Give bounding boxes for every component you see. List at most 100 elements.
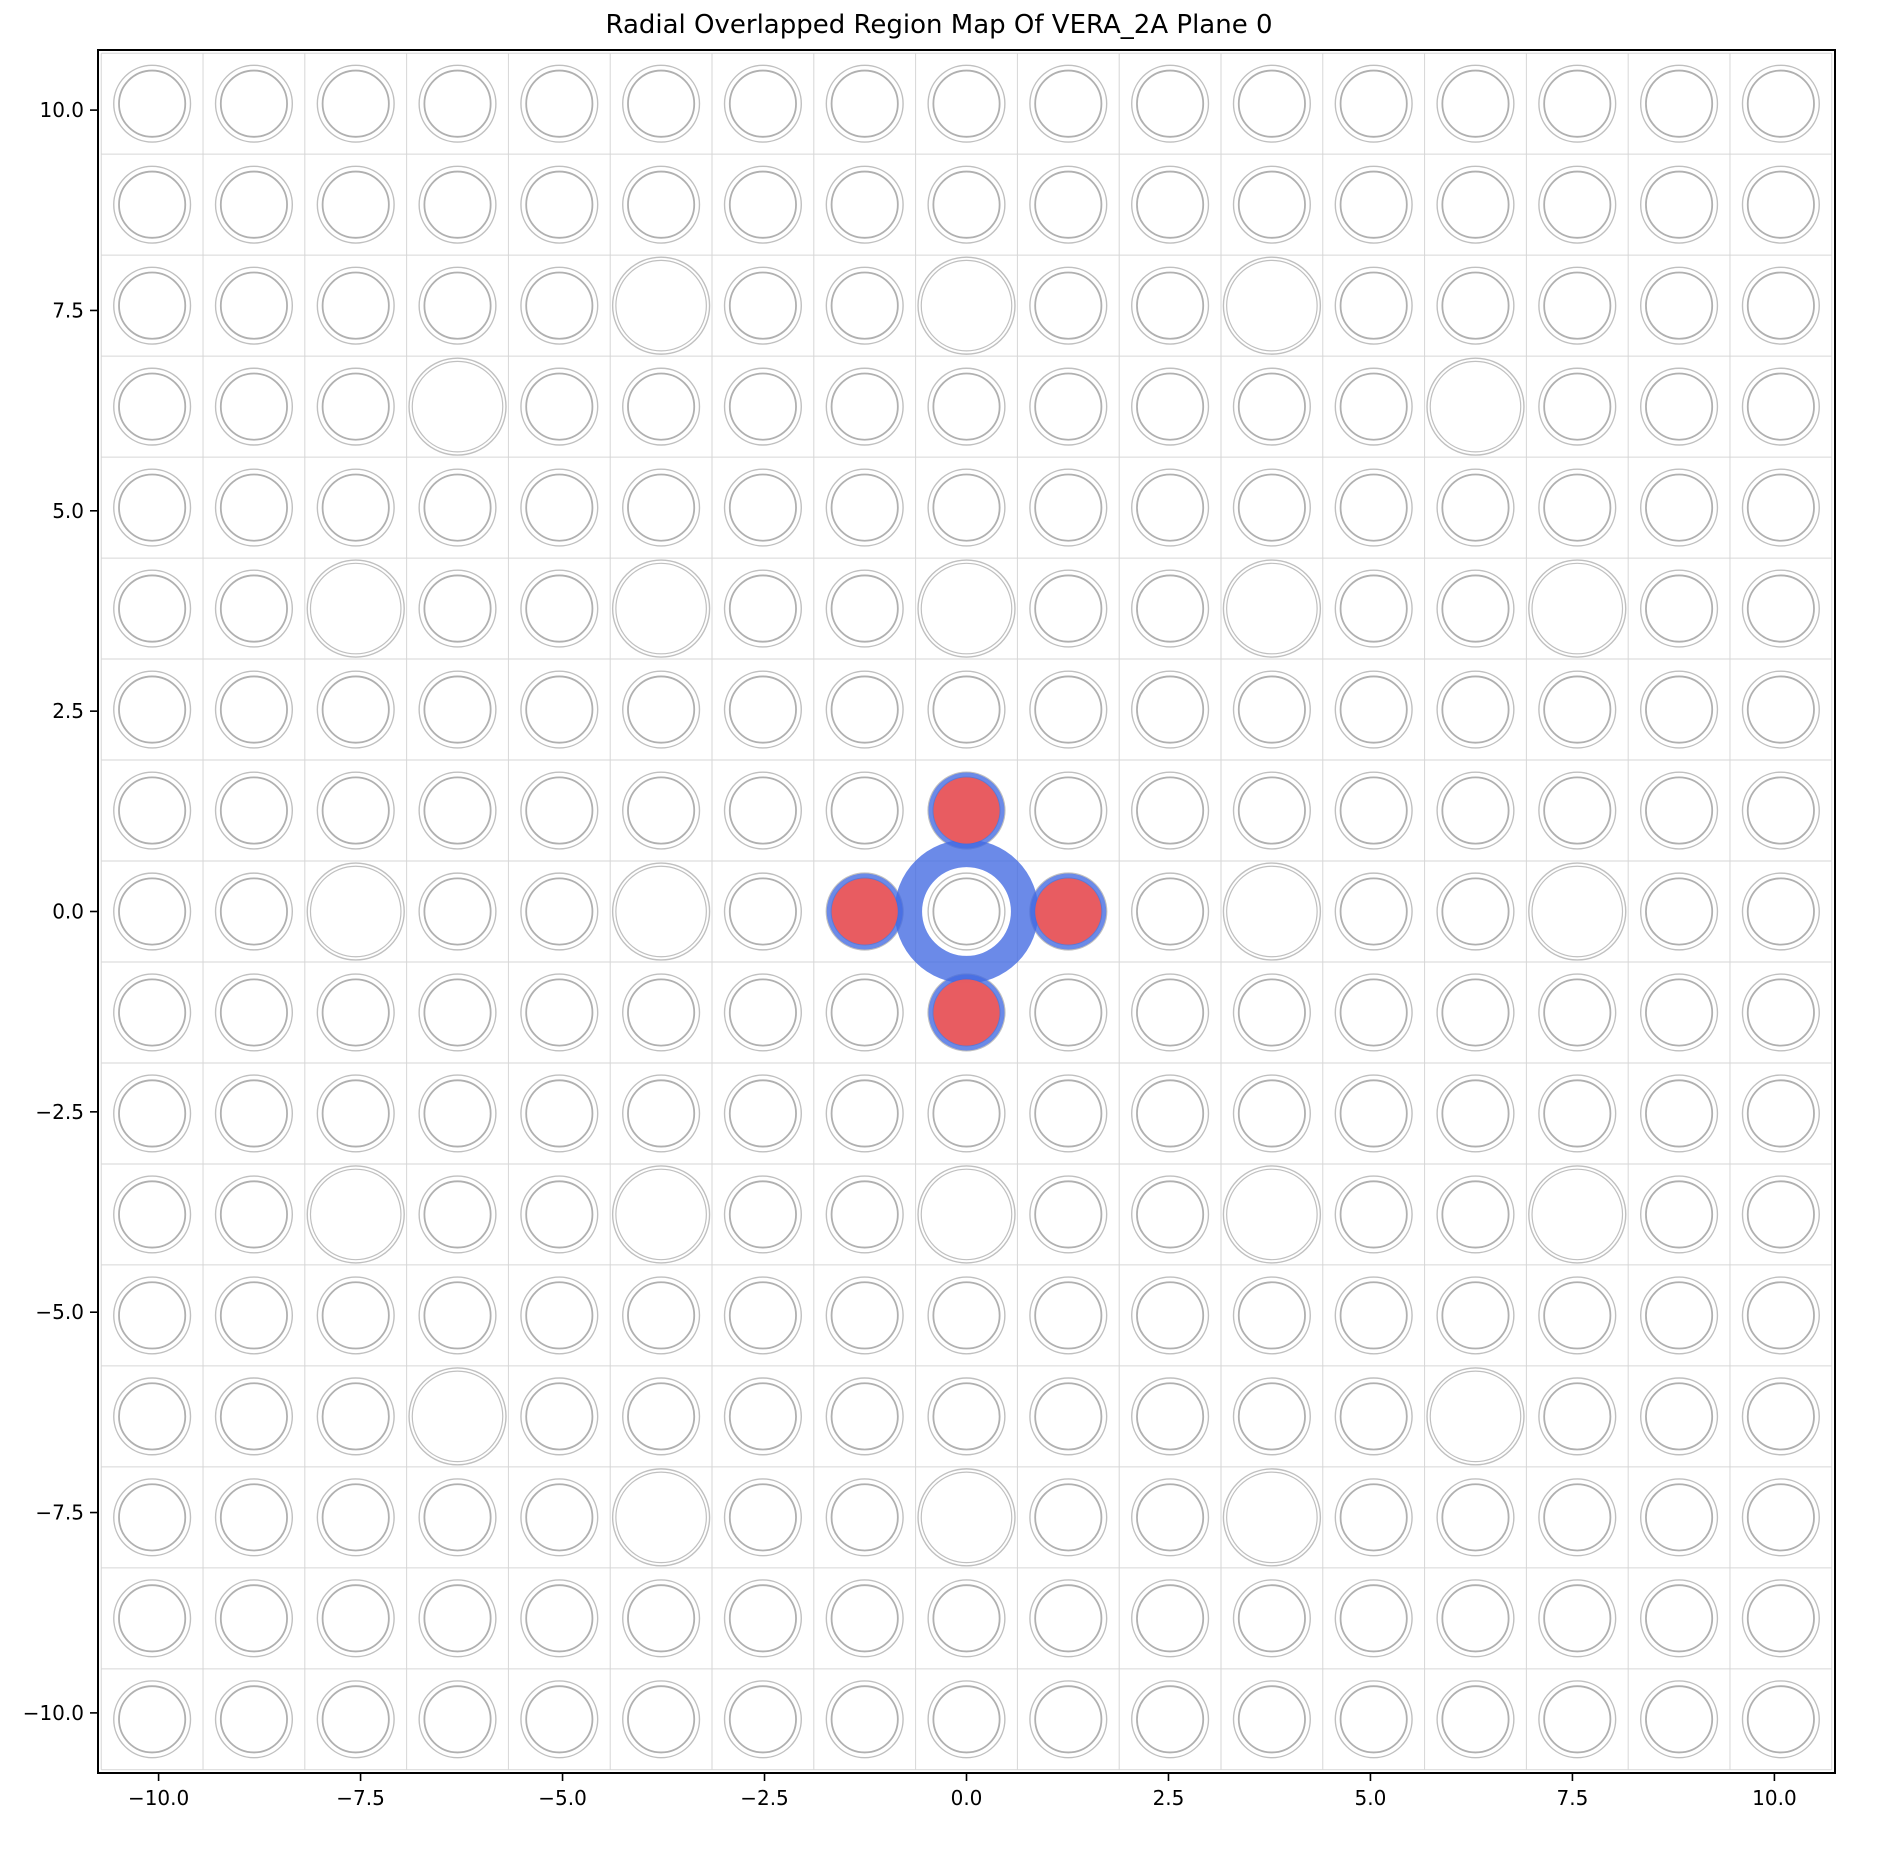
fuel-pin-outer <box>1029 973 1108 1052</box>
fuel-pin-inner <box>525 372 594 441</box>
guide-tube-inner <box>615 1471 707 1564</box>
fuel-pin-inner <box>627 1079 696 1148</box>
fuel-pin-inner <box>118 877 187 946</box>
fuel-pin-outer <box>113 670 192 749</box>
fuel-pin-inner <box>1339 170 1408 239</box>
fuel-pin-inner <box>1136 1180 1205 1249</box>
fuel-pin-outer <box>1029 771 1108 850</box>
fuel-pin-inner <box>525 1382 594 1451</box>
fuel-pin-outer <box>1232 1074 1311 1153</box>
fuel-pin-outer <box>1741 1276 1820 1355</box>
fuel-pin-outer <box>1334 670 1413 749</box>
fuel-pin-outer <box>825 64 904 143</box>
guide-tube-inner <box>920 562 1013 655</box>
fuel-pin-inner <box>1034 1382 1103 1451</box>
fuel-pin-outer <box>1639 1377 1719 1456</box>
fuel-pin-outer <box>520 973 599 1052</box>
fuel-pin-inner <box>219 1281 288 1350</box>
fuel-pin-outer <box>723 569 802 648</box>
fuel-pin-inner <box>728 1382 797 1451</box>
guide-tube-outer <box>1528 559 1627 658</box>
fuel-pin-inner <box>1645 372 1714 441</box>
fuel-pin-inner <box>1237 372 1306 441</box>
fuel-pin-inner <box>728 1483 797 1552</box>
fuel-pin-inner <box>830 978 899 1047</box>
fuel-pin-outer <box>520 1276 599 1355</box>
fuel-pin-outer <box>1741 973 1820 1052</box>
fuel-pin-outer <box>1131 64 1210 143</box>
fuel-pin-inner <box>1645 1483 1714 1552</box>
fuel-pin-inner <box>525 675 594 744</box>
chart-title: Radial Overlapped Region Map Of VERA_2A … <box>605 10 1273 40</box>
fuel-pin-inner <box>728 473 797 542</box>
fuel-pin-outer <box>1436 973 1515 1052</box>
fuel-pin-inner <box>1441 1180 1510 1249</box>
fuel-pin-outer <box>1436 468 1515 547</box>
fuel-pin-outer <box>113 872 192 951</box>
fuel-pin-outer <box>825 973 904 1052</box>
fuel-pin-inner <box>1441 978 1510 1047</box>
fuel-pin-outer <box>1029 468 1108 547</box>
fuel-pin-outer <box>316 1680 395 1759</box>
fuel-pin-outer <box>622 367 701 446</box>
guide-tube-inner <box>615 1168 707 1261</box>
fuel-pin-outer <box>1741 165 1820 244</box>
guide-tube-inner <box>1531 562 1624 655</box>
fuel-pin-outer <box>1538 266 1617 345</box>
fuel-pin-inner <box>1237 1382 1306 1451</box>
fuel-pin-outer <box>1232 1377 1311 1456</box>
fuel-pin-inner <box>1645 1180 1714 1249</box>
fuel-pin-inner <box>1339 574 1408 643</box>
fuel-pin-outer <box>825 266 904 345</box>
fuel-pin-inner <box>423 1685 492 1754</box>
fuel-pin-inner <box>525 271 594 340</box>
fuel-pin-inner <box>423 776 492 845</box>
guide-tube-inner <box>1226 562 1318 655</box>
fuel-pin-inner <box>1645 978 1714 1047</box>
guide-tube-inner <box>920 1471 1013 1564</box>
fuel-pin-outer <box>1334 771 1413 850</box>
fuel-pin-outer <box>1131 1478 1210 1557</box>
guide-tube-inner <box>1226 259 1318 352</box>
fuel-pin-inner <box>118 1685 187 1754</box>
fuel-pin-outer <box>1436 670 1515 749</box>
fuel-pin-inner <box>1339 1382 1408 1451</box>
fuel-pin-inner <box>1136 1382 1205 1451</box>
fuel-pin-outer <box>1131 670 1210 749</box>
guide-tube-inner <box>1429 360 1522 453</box>
guide-tube-outer <box>1222 862 1322 961</box>
x-tick-label: 2.5 <box>1153 1786 1185 1810</box>
fuel-pin-inner <box>627 1584 696 1653</box>
fuel-pin-inner <box>321 271 390 340</box>
fuel-pin-outer <box>1334 1074 1413 1153</box>
y-tick-label: −7.5 <box>35 1501 84 1525</box>
fuel-pin-outer <box>1029 1377 1108 1456</box>
fuel-pin-inner <box>423 170 492 239</box>
fuel-pin-inner <box>219 271 288 340</box>
fuel-pin-inner <box>627 1281 696 1350</box>
fuel-pin-inner <box>1746 170 1815 239</box>
fuel-pin-outer <box>113 973 192 1052</box>
fuel-pin-outer <box>520 1478 599 1557</box>
fuel-pin-inner <box>1034 170 1103 239</box>
fuel-pin-inner <box>728 69 797 138</box>
fuel-pin-outer <box>1741 670 1820 749</box>
fuel-pin-outer <box>825 1377 904 1456</box>
fuel-pin-inner <box>1237 69 1306 138</box>
fuel-pin-inner <box>1136 978 1205 1047</box>
fuel-pin-inner <box>118 1180 187 1249</box>
fuel-pin-inner <box>525 574 594 643</box>
guide-tube-inner <box>411 360 504 453</box>
y-tick-label: −5.0 <box>35 1300 84 1324</box>
fuel-pin-inner <box>932 1685 1001 1754</box>
fuel-pin-outer <box>1232 1680 1311 1759</box>
fuel-pin-inner <box>728 776 797 845</box>
fuel-pin-outer <box>1029 64 1108 143</box>
fuel-pin-outer <box>622 64 701 143</box>
fuel-pin-outer <box>1131 973 1210 1052</box>
fuel-pin-outer <box>1639 1074 1719 1153</box>
fuel-pin-outer <box>316 165 395 244</box>
fuel-pin-outer <box>418 771 497 850</box>
fuel-pin-outer <box>1334 1579 1413 1658</box>
guide-tube-outer <box>306 1165 405 1264</box>
